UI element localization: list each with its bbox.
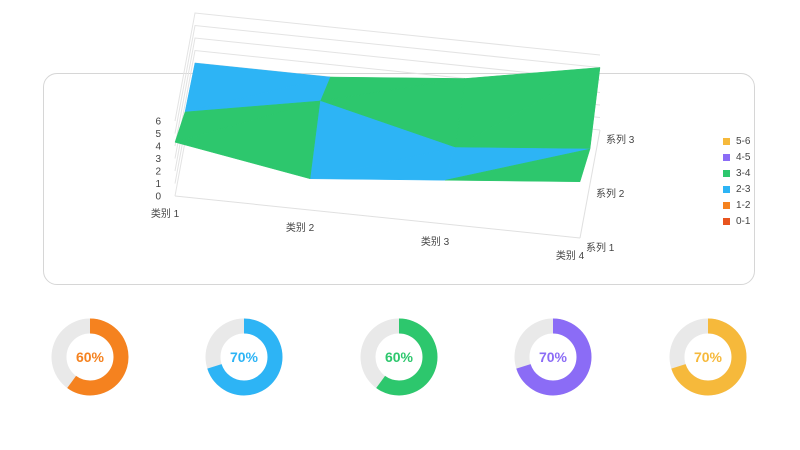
surface-facet — [309, 147, 456, 181]
y-tick-label: 4 — [155, 142, 161, 153]
series-label: 系列 1 — [586, 241, 615, 254]
legend-item: 0-1 — [723, 213, 750, 229]
series-label: 系列 3 — [606, 133, 635, 146]
x-tick-label: 类别 3 — [421, 235, 450, 248]
legend-swatch — [723, 137, 730, 145]
y-tick-label: 6 — [155, 117, 161, 128]
legend-item: 5-6 — [723, 133, 750, 149]
donut-chart-4: 70% — [514, 318, 592, 396]
legend-item: 3-4 — [723, 165, 750, 181]
legend-item: 1-2 — [723, 197, 750, 213]
donut-value-arc — [205, 318, 283, 396]
donut-percent-label: 70% — [693, 349, 723, 365]
donut-chart-3: 60% — [360, 318, 438, 396]
donut-chart-5: 70% — [669, 318, 747, 396]
legend-item: 4-5 — [723, 149, 750, 165]
x-tick-label: 类别 2 — [286, 221, 315, 234]
x-tick-label: 类别 1 — [151, 207, 180, 220]
legend-label: 2-3 — [736, 183, 751, 195]
legend-label: 3-4 — [736, 167, 751, 179]
legend-label: 4-5 — [736, 151, 751, 163]
x-tick-label: 类别 4 — [556, 249, 585, 262]
floor-edge — [174, 195, 581, 239]
surface-facet — [444, 148, 591, 182]
floor-edge — [579, 129, 601, 239]
gridline — [174, 24, 601, 134]
y-tick-label: 0 — [155, 192, 161, 203]
legend-swatch — [723, 217, 730, 225]
legend-swatch — [723, 185, 730, 193]
gridline — [174, 37, 601, 147]
gridline — [174, 12, 601, 122]
legend-swatch — [723, 153, 730, 161]
donut-chart-1: 60% — [51, 318, 129, 396]
y-tick-label: 1 — [155, 179, 161, 190]
donut-percent-label: 60% — [384, 349, 414, 365]
series-label: 系列 2 — [596, 187, 625, 200]
donut-value-arc — [669, 318, 747, 396]
donut-percent-label: 70% — [229, 349, 259, 365]
donut-value-arc — [514, 318, 592, 396]
legend-swatch — [723, 201, 730, 209]
legend-item: 2-3 — [723, 181, 750, 197]
donut-percent-label: 70% — [538, 349, 568, 365]
donut-value-arc — [51, 318, 129, 396]
legend-label: 0-1 — [736, 215, 751, 227]
donut-value-arc — [360, 318, 438, 396]
y-tick-label: 5 — [155, 129, 161, 140]
y-tick-label: 2 — [155, 167, 161, 178]
chart-legend: 5-6 4-5 3-4 2-3 1-2 0-1 — [723, 133, 750, 229]
donut-chart-2: 70% — [205, 318, 283, 396]
legend-label: 5-6 — [736, 135, 751, 147]
y-tick-label: 3 — [155, 154, 161, 165]
donut-percent-label: 60% — [75, 349, 105, 365]
surface-facet — [174, 100, 321, 179]
legend-swatch — [723, 169, 730, 177]
legend-label: 1-2 — [736, 199, 751, 211]
